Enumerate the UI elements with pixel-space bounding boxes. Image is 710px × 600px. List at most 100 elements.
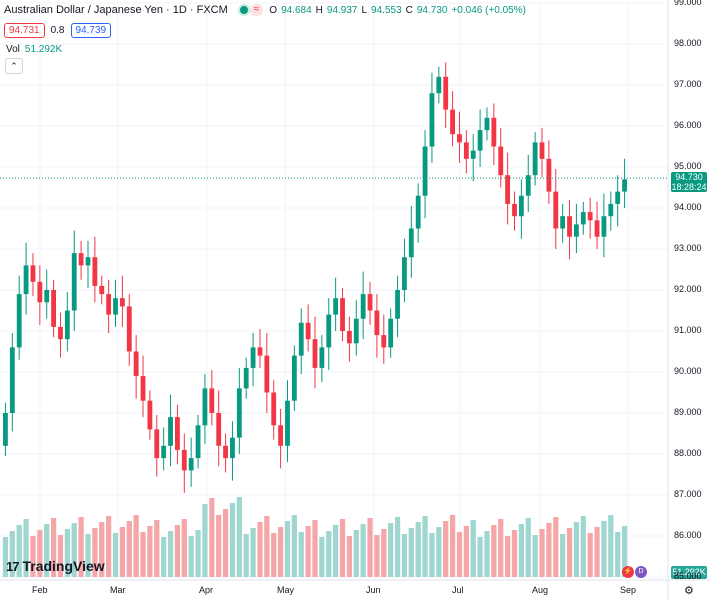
candle-body xyxy=(85,257,91,266)
volume-bar xyxy=(243,534,249,577)
x-tick-label: Mar xyxy=(110,585,126,595)
symbol-title[interactable]: Australian Dollar / Japanese Yen · 1D · … xyxy=(4,4,228,16)
candle-body xyxy=(23,265,29,295)
x-tick-label: Jul xyxy=(452,585,464,595)
volume-bar xyxy=(2,537,9,577)
volume-bar xyxy=(580,516,586,577)
candle-body xyxy=(608,203,614,217)
volume-value: 51.292K xyxy=(24,44,63,55)
candle-body xyxy=(395,290,400,319)
volume-bar xyxy=(525,518,531,577)
tradingview-logo: 17 TradingView xyxy=(6,558,105,574)
volume-bar xyxy=(30,536,36,577)
volume-bar xyxy=(229,503,236,577)
candle-body xyxy=(436,76,442,94)
candle-body xyxy=(587,212,593,221)
candle-body xyxy=(381,335,387,348)
volume-bar xyxy=(181,519,187,577)
ohlc-values: O 94.684 H 94.937 L 94.553 C 94.730 +0.046 (… xyxy=(269,4,526,16)
volume-bar xyxy=(518,524,524,577)
candle-body xyxy=(601,216,607,237)
candle-body xyxy=(422,146,428,196)
candle-body xyxy=(181,449,187,471)
y-tick-label: 94.000 xyxy=(674,202,702,212)
volume-bar xyxy=(381,529,387,577)
high-value: 94.937 xyxy=(326,4,358,16)
settings-gear-icon[interactable]: ⚙ xyxy=(684,585,694,597)
candle-body xyxy=(271,392,277,426)
candle-body xyxy=(119,298,125,307)
volume-bar xyxy=(161,537,167,577)
y-tick-label: 93.000 xyxy=(674,243,702,253)
dividend-icon[interactable]: D xyxy=(635,566,647,578)
volume-bar xyxy=(566,528,573,577)
volume-bar xyxy=(57,535,64,577)
event-icons[interactable]: ⚡ D xyxy=(622,566,647,578)
volume-bar xyxy=(608,515,614,577)
sell-price-button[interactable]: 94.731 xyxy=(4,23,45,38)
x-tick-label: Sep xyxy=(620,585,637,595)
x-tick-label: May xyxy=(277,585,295,595)
volume-bar xyxy=(92,528,98,577)
volume-bar xyxy=(99,522,105,577)
candle-body xyxy=(30,265,36,282)
candle-body xyxy=(78,253,84,266)
buy-price-button[interactable]: 94.739 xyxy=(70,23,112,38)
volume-bar xyxy=(498,519,504,577)
volume-bar xyxy=(112,533,119,577)
volume-bar xyxy=(106,516,112,577)
wave-icon: ≈ xyxy=(249,4,264,16)
candle-body xyxy=(415,195,421,229)
low-value: 94.553 xyxy=(371,4,402,16)
candle-body xyxy=(285,400,290,446)
volume-bar xyxy=(50,518,57,577)
current-price: 94.730 xyxy=(675,172,703,183)
current-price-tag: 94.730 18:28:24 xyxy=(671,172,707,193)
volume-bar xyxy=(511,530,518,577)
y-tick-label: 91.000 xyxy=(674,325,702,335)
market-status[interactable]: ≈ xyxy=(237,4,264,16)
volume-bar xyxy=(167,531,174,577)
volume-bar xyxy=(353,530,359,577)
candle-body xyxy=(360,294,366,319)
y-tick-label: 85.000 xyxy=(674,571,702,581)
volume-bar xyxy=(615,532,621,577)
close-value: 94.730 xyxy=(416,4,448,16)
candle-body xyxy=(539,142,545,159)
open-value: 94.684 xyxy=(281,4,312,16)
candle-body xyxy=(546,158,552,192)
volume-bar xyxy=(339,519,346,577)
volume-bar xyxy=(9,531,15,577)
volume-bar xyxy=(456,532,463,577)
volume-bar xyxy=(264,516,270,577)
volume-bar xyxy=(477,537,483,577)
candle-body xyxy=(298,322,304,356)
candle-body xyxy=(195,425,201,459)
candle-body xyxy=(312,339,318,368)
x-tick-label: Feb xyxy=(32,585,48,595)
volume-bar xyxy=(436,527,442,577)
candle-body xyxy=(161,445,167,459)
volume-bar xyxy=(470,520,476,577)
volume-bar xyxy=(491,525,497,577)
y-tick-label: 89.000 xyxy=(674,407,702,417)
y-tick-label: 95.000 xyxy=(674,161,702,171)
collapse-chevron-icon[interactable]: ⌃ xyxy=(5,58,23,74)
volume-bar xyxy=(443,521,449,577)
change-value: +0.046 (+0.05%) xyxy=(451,4,526,16)
logo-text: TradingView xyxy=(22,558,105,574)
volume-bar xyxy=(594,527,600,577)
candle-body xyxy=(346,331,352,344)
volume-bar xyxy=(573,522,580,577)
volume-bar xyxy=(154,520,160,577)
volume-bar xyxy=(484,531,490,577)
volume-bar xyxy=(539,529,545,577)
volume-bar xyxy=(284,521,291,577)
lightning-icon[interactable]: ⚡ xyxy=(622,566,634,578)
candle-body xyxy=(216,413,222,446)
volume-bar xyxy=(250,528,256,577)
volume-bar xyxy=(312,520,318,577)
candle-body xyxy=(443,76,449,110)
candle-body xyxy=(512,203,517,217)
